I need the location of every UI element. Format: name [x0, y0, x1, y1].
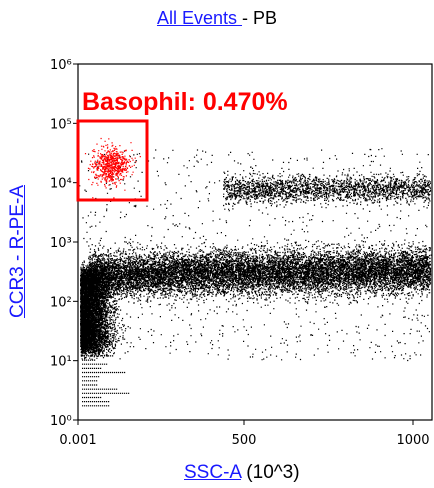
x-param-link[interactable]: SSC-A: [184, 462, 242, 483]
y-axis-label: CCR3 - R-PE-A: [7, 185, 29, 318]
population-link[interactable]: All Events: [156, 8, 243, 28]
x-tick-label: 1000: [396, 433, 429, 448]
gated-events-layer: [84, 137, 141, 199]
sample-name: - PB: [242, 8, 278, 28]
y-tick-label: 10⁶: [50, 58, 72, 73]
y-param-link[interactable]: CCR3 - R-PE-A: [7, 184, 28, 318]
gated-event-dots: [84, 137, 141, 199]
plot-frame: [77, 63, 433, 421]
y-tick-label: 10⁵: [50, 117, 72, 132]
y-tick-label: 10¹: [50, 355, 72, 370]
x-axis-label: SSC-A (10^3): [184, 462, 300, 484]
x-tick-label: 0.001: [59, 433, 96, 448]
y-tick-label: 10³: [50, 236, 72, 251]
basophil-gate[interactable]: [76, 119, 149, 202]
y-tick-label: 10²: [50, 295, 72, 310]
gate-label: Basophil: 0.470%: [82, 88, 288, 116]
x-tick-label: 500: [232, 433, 257, 448]
plot-title: All Events - PB: [0, 8, 434, 29]
y-tick-label: 10⁴: [50, 177, 72, 192]
event-dots: [79, 148, 432, 407]
y-tick-label: 10⁰: [50, 414, 72, 429]
events-layer: [79, 148, 432, 407]
x-unit: (10^3): [241, 462, 300, 483]
